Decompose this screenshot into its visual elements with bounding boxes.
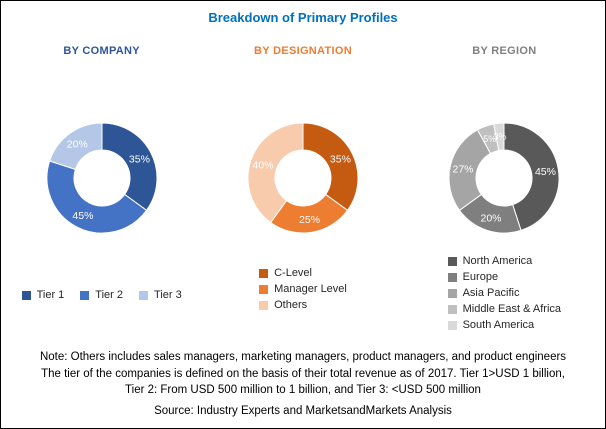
legend-label: North America [462, 255, 533, 267]
legend-item: Tier 3 [139, 289, 182, 301]
donut-slice [46, 160, 147, 234]
legend-swatch [259, 284, 269, 294]
chart-by-company: BY COMPANY 35% 45% 20% Tier 1 Tier 2 Tier 3 [1, 45, 202, 335]
legend-item: Manager Level [259, 283, 347, 295]
slice-percentage-label: 45% [72, 210, 93, 222]
legend-swatch [447, 320, 457, 330]
chart-by-designation: BY DESIGNATION 35% 25% 40% C-Level Manager … [202, 45, 403, 335]
note-line: The tier of the companies is defined on … [41, 367, 565, 380]
legend-label: Asia Pacific [462, 287, 520, 299]
legend-list: C-Level Manager Level Others [259, 267, 347, 315]
legend-by-region: North America Europe Asia Pacific Middle Ea… [404, 255, 605, 335]
legend-label: Tier 2 [95, 289, 124, 301]
legend-swatch [21, 290, 31, 300]
donut-slice [48, 122, 103, 170]
legend-swatch [447, 256, 457, 266]
legend-item: Tier 2 [80, 289, 123, 301]
legend-label: Middle East & Africa [462, 303, 562, 315]
legend-item: Others [259, 299, 347, 311]
legend-label: Europe [462, 271, 499, 283]
legend-item: Asia Pacific [447, 287, 561, 299]
note-line: Note: Others includes sales managers, ma… [39, 351, 567, 363]
figure-title: Breakdown of Primary Profiles [208, 10, 398, 25]
legend-swatch [259, 268, 269, 278]
legend-item: Tier 1 [21, 289, 65, 301]
legend-label: C-Level [274, 267, 312, 279]
charts-row: BY COMPANY 35% 45% 20% Tier 1 Tier 2 Tier 3 … [1, 45, 605, 335]
donut-chart-by-region: 45% 20% 27% 5%3% [448, 122, 560, 234]
slice-percentage-label: 20% [481, 212, 502, 224]
legend-swatch [447, 304, 457, 314]
donut-slice [247, 122, 304, 224]
legend-label: Tier 3 [154, 289, 182, 301]
slice-percentage-label: 5% [484, 134, 497, 144]
donut-chart-by-company: 35% 45% 20% [46, 122, 158, 234]
chart-heading-by-company: BY COMPANY [63, 45, 140, 57]
legend-swatch [80, 290, 90, 300]
legend-item: C-Level [259, 267, 347, 279]
note-line: Tier 2: From USD 500 million to 1 billio… [125, 384, 481, 396]
donut-slice [101, 122, 158, 212]
legend-label: South America [462, 319, 535, 331]
legend-item: Middle East & Africa [447, 303, 562, 315]
slice-percentage-label: 45% [535, 166, 556, 178]
legend-swatch [447, 272, 457, 282]
slice-percentage-label: 20% [66, 139, 87, 151]
legend-swatch [447, 288, 457, 298]
source-line: Source: Industry Experts and MarketsandM… [154, 404, 452, 417]
legend-item: South America [447, 319, 561, 331]
legend-label: Tier 1 [36, 289, 65, 301]
donut-slice [448, 129, 492, 212]
slice-percentage-label: 27% [453, 163, 474, 175]
chart-heading-by-region: BY REGION [472, 45, 537, 57]
legend-label: Manager Level [274, 283, 347, 295]
legend-swatch [139, 290, 149, 300]
donut-chart-by-designation: 35% 25% 40% [247, 122, 359, 234]
chart-heading-by-designation: BY DESIGNATION [254, 45, 352, 57]
legend-swatch [259, 300, 269, 310]
legend-item: North America [447, 255, 561, 267]
slice-percentage-label: 40% [253, 160, 274, 172]
slice-percentage-label: 35% [129, 153, 150, 165]
legend-by-designation: C-Level Manager Level Others [202, 267, 403, 315]
slice-percentage-label: 3% [494, 132, 507, 142]
slice-percentage-label: 35% [330, 153, 351, 165]
donut-slice [503, 122, 560, 231]
slice-percentage-label: 25% [299, 214, 320, 226]
donut-slice [302, 122, 359, 212]
figure-notes: Note: Others includes sales managers, ma… [1, 349, 605, 419]
legend-item: Europe [447, 271, 561, 283]
legend-label: Others [274, 299, 308, 311]
donut-slice [493, 122, 505, 152]
chart-by-region: BY REGION 45% 20% 27% 5% 3% North America Eur… [404, 45, 605, 335]
legend-list: North America Europe Asia Pacific Middle Ea… [447, 255, 562, 335]
legend-by-company: Tier 1 Tier 2 Tier 3 [1, 289, 202, 301]
